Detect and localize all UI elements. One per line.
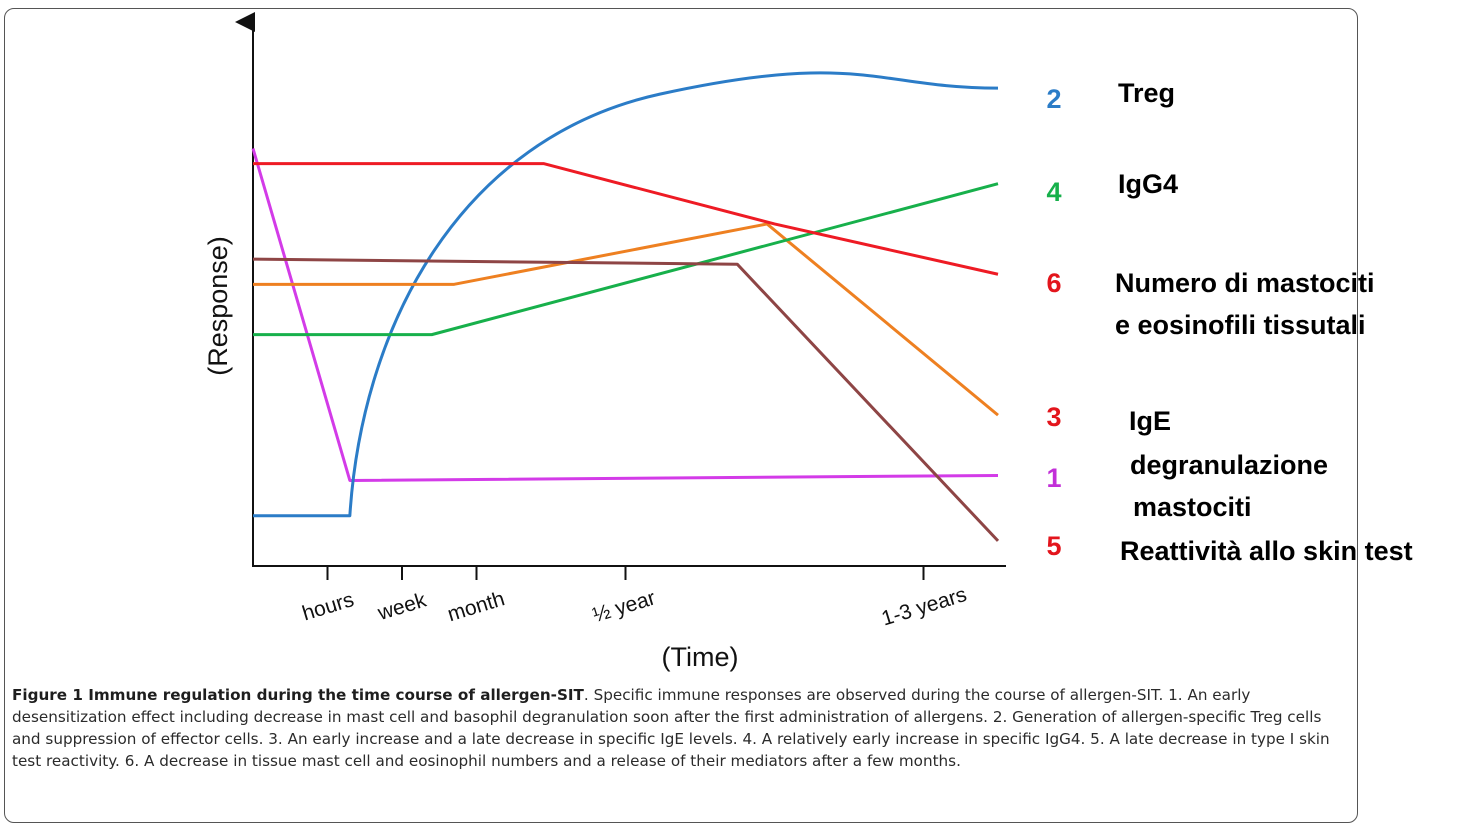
series-line-3 <box>253 222 999 417</box>
annotation-5: Reattività allo skin test <box>1120 536 1413 566</box>
series-number-3: 3 <box>1046 402 1061 432</box>
series-number-labels: 1 2 3 4 5 6 <box>1046 84 1061 561</box>
figure-caption: Figure 1 Immune regulation during the ti… <box>12 684 1348 772</box>
series-line-1 <box>251 148 999 482</box>
annotation-1: mastociti <box>1133 492 1252 522</box>
x-tick-label: month <box>445 587 508 626</box>
caption-title: Figure 1 Immune regulation during the ti… <box>12 686 584 704</box>
annotation-6: e eosinofili tissutali <box>1115 310 1366 340</box>
annotation-3: IgE <box>1129 406 1171 436</box>
x-tick-label: ½ year <box>590 586 658 627</box>
x-ticks: hours week month ½ year 1-3 years <box>300 566 969 631</box>
annotation-4: IgG4 <box>1118 169 1178 199</box>
annotation-1: degranulazione <box>1130 450 1328 480</box>
series-line-2 <box>253 71 999 518</box>
series-lines <box>251 71 1000 542</box>
series-annotations: Treg IgG4 Numero di mastociti e eosinofili … <box>1115 78 1413 566</box>
caption-text: . Specific immune responses are observed… <box>12 686 1330 770</box>
series-line-6 <box>253 162 999 276</box>
x-tick-label: hours <box>300 588 357 625</box>
series-line-4 <box>253 182 999 337</box>
x-axis-label: (Time) <box>662 642 739 672</box>
annotation-6: Numero di mastociti <box>1115 268 1375 298</box>
axes <box>235 12 1006 567</box>
series-number-6: 6 <box>1046 268 1061 298</box>
x-tick-label: week <box>374 588 429 625</box>
series-number-2: 2 <box>1046 84 1061 114</box>
series-number-1: 1 <box>1046 463 1061 493</box>
series-number-4: 4 <box>1046 177 1061 207</box>
series-line-5 <box>252 257 1000 542</box>
figure-frame <box>4 8 1358 823</box>
annotation-2: Treg <box>1118 78 1175 108</box>
x-tick-label: 1-3 years <box>879 583 969 631</box>
series-number-5: 5 <box>1046 531 1061 561</box>
y-axis-label: (Response) <box>203 236 233 376</box>
